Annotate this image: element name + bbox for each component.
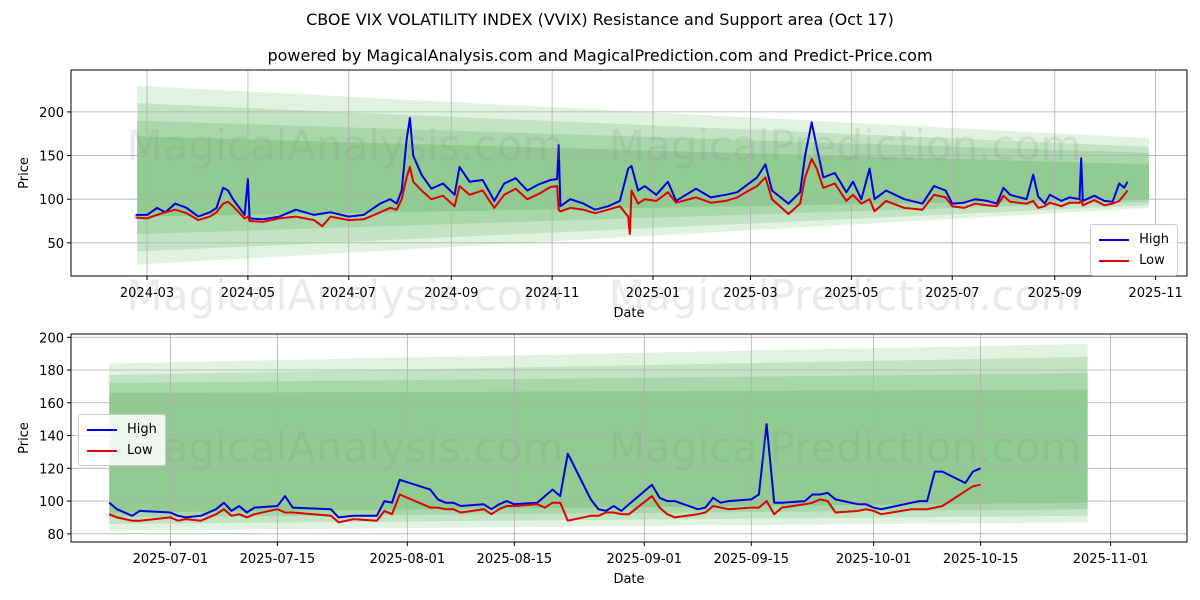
band-layer-2 (137, 103, 1149, 252)
y-tick-label: 200 (39, 331, 64, 346)
band-layer-1 (109, 343, 1088, 531)
x-tick-label: 2025-10-15 (943, 552, 1019, 567)
legend-label-low: Low (127, 443, 153, 458)
watermark-text: MagicalAnalysis.com (127, 423, 564, 472)
legend-label-high: High (1139, 232, 1169, 247)
y-axis-label: Price (17, 157, 32, 189)
watermark-text: MagicalAnalysis.com (127, 271, 564, 320)
x-tick-label: 2025-07-15 (240, 552, 316, 567)
series-line-high (108, 423, 981, 519)
y-tick-label: 120 (39, 462, 64, 477)
legend-item-high: High (1099, 229, 1169, 250)
plot-area-bottom (71, 334, 1187, 542)
watermark-text: MagicalPrediction.com (609, 121, 1082, 170)
x-tick-label: 2024-09 (424, 286, 478, 301)
x-tick-label: 2024-11 (525, 286, 579, 301)
series-line-high (135, 117, 1129, 221)
x-tick-label: 2025-09-15 (714, 552, 790, 567)
band-layer-3 (109, 373, 1088, 518)
x-tick-label: 2025-05 (824, 286, 878, 301)
band-layer-1 (137, 85, 1149, 265)
legend-item-low: Low (1099, 250, 1169, 271)
y-tick-label: 100 (39, 495, 64, 510)
x-tick-label: 2025-10-01 (836, 552, 912, 567)
legend-line-high (87, 428, 117, 431)
y-tick-label: 100 (39, 193, 64, 208)
band-layer-2 (109, 356, 1088, 524)
legend-bottom: High Low (78, 414, 166, 466)
y-tick-label: 80 (47, 528, 64, 543)
x-axis-label: Date (613, 572, 644, 587)
plot-area-top (71, 70, 1187, 276)
x-tick-label: 2025-09 (1028, 286, 1082, 301)
x-tick-label: 2025-07-01 (133, 552, 209, 567)
legend-line-low (87, 449, 117, 452)
series-line-low (135, 158, 1129, 236)
chart-subtitle: powered by MagicalAnalysis.com and Magic… (267, 46, 933, 65)
x-tick-label: 2025-08-15 (477, 552, 553, 567)
legend-label-low: Low (1139, 253, 1165, 268)
band-layer-4 (109, 389, 1088, 513)
axes-frame-bottom (70, 333, 1188, 543)
legend-line-high (1099, 238, 1130, 241)
x-axis-label: Date (613, 306, 644, 321)
y-tick-label: 160 (39, 397, 64, 412)
y-tick-label: 140 (39, 430, 64, 445)
y-axis-label: Price (17, 422, 32, 454)
x-tick-label: 2024-07 (322, 286, 376, 301)
watermark-text: MagicalPrediction.com (609, 271, 1082, 320)
legend-line-low (1099, 259, 1130, 262)
axes-frame-top (70, 69, 1188, 277)
chart-title: CBOE VIX VOLATILITY INDEX (VVIX) Resista… (306, 10, 894, 29)
y-tick-label: 50 (47, 237, 64, 252)
legend-label-high: High (127, 422, 157, 437)
watermark-text: MagicalPrediction.com (609, 423, 1082, 472)
y-tick-label: 200 (39, 106, 64, 121)
band-layer-4 (137, 136, 1149, 217)
x-tick-label: 2025-11-01 (1073, 552, 1149, 567)
x-tick-label: 2025-07 (925, 286, 979, 301)
x-tick-label: 2025-09-01 (607, 552, 683, 567)
series-line-low (108, 483, 981, 524)
x-tick-label: 2025-08-01 (370, 552, 446, 567)
x-tick-label: 2025-01 (626, 286, 680, 301)
x-tick-label: 2024-05 (221, 286, 275, 301)
x-tick-label: 2024-03 (120, 286, 174, 301)
y-tick-label: 180 (39, 364, 64, 379)
watermark-text: MagicalAnalysis.com (127, 121, 564, 170)
x-tick-label: 2025-11 (1128, 286, 1182, 301)
legend-top: High Low (1090, 224, 1178, 276)
legend-item-low: Low (87, 440, 157, 461)
y-tick-label: 150 (39, 150, 64, 165)
legend-item-high: High (87, 419, 157, 440)
x-tick-label: 2025-03 (723, 286, 777, 301)
